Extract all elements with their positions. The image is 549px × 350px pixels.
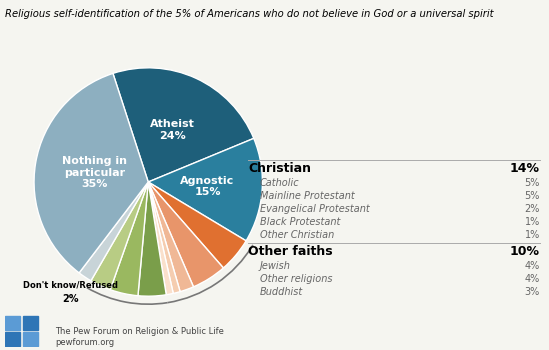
Bar — [23, 332, 38, 346]
Text: 2%: 2% — [525, 204, 540, 214]
Text: Black Protestant: Black Protestant — [260, 217, 340, 227]
Wedge shape — [148, 182, 223, 287]
Wedge shape — [148, 182, 246, 268]
Text: Other Christian: Other Christian — [260, 230, 334, 240]
Wedge shape — [148, 182, 193, 292]
Text: 1%: 1% — [525, 230, 540, 240]
Wedge shape — [110, 182, 148, 296]
Text: Evangelical Protestant: Evangelical Protestant — [260, 204, 369, 214]
Text: 14%: 14% — [510, 162, 540, 175]
Wedge shape — [148, 138, 262, 241]
Text: 5%: 5% — [525, 178, 540, 188]
Text: Agnostic
15%: Agnostic 15% — [180, 176, 234, 197]
Text: Other religions: Other religions — [260, 274, 333, 284]
Bar — [23, 316, 38, 330]
Text: Other faiths: Other faiths — [248, 245, 333, 258]
Text: Religious self-identification of the 5% of Americans who do not believe in God o: Religious self-identification of the 5% … — [5, 9, 494, 19]
Text: 10%: 10% — [510, 245, 540, 258]
Wedge shape — [113, 68, 254, 182]
Text: The Pew Forum on Religion & Public Life
pewforum.org: The Pew Forum on Religion & Public Life … — [55, 327, 224, 346]
Text: 4%: 4% — [525, 261, 540, 271]
Wedge shape — [148, 182, 180, 293]
Text: 2%: 2% — [63, 294, 79, 304]
Text: Nothing in
particular
35%: Nothing in particular 35% — [61, 156, 127, 189]
Text: Catholic: Catholic — [260, 178, 300, 188]
Text: Atheist
24%: Atheist 24% — [150, 119, 194, 141]
Wedge shape — [34, 74, 148, 273]
Text: Mainline Protestant: Mainline Protestant — [260, 191, 355, 201]
Text: 3%: 3% — [525, 287, 540, 297]
Text: Christian: Christian — [248, 162, 311, 175]
Text: 1%: 1% — [525, 217, 540, 227]
Text: 5%: 5% — [525, 191, 540, 201]
Text: Don't know/Refused: Don't know/Refused — [24, 281, 119, 290]
Text: Jewish: Jewish — [260, 261, 291, 271]
Bar — [5, 316, 20, 330]
Text: 4%: 4% — [525, 274, 540, 284]
Text: Buddhist: Buddhist — [260, 287, 303, 297]
Bar — [5, 332, 20, 346]
Wedge shape — [91, 182, 148, 290]
Wedge shape — [79, 182, 148, 281]
Wedge shape — [148, 182, 173, 295]
Wedge shape — [138, 182, 166, 296]
